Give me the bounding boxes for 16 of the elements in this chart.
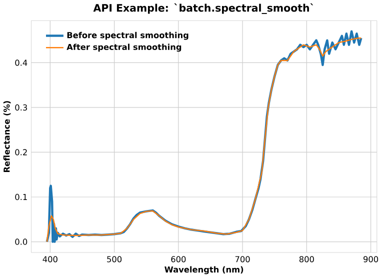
legend-label: After spectral smoothing xyxy=(66,44,182,52)
x-tick-label: 600 xyxy=(171,256,186,262)
y-tick-label: 0.2 xyxy=(15,149,27,156)
x-tick-label: 900 xyxy=(364,256,378,262)
x-tick-label: 800 xyxy=(299,256,314,262)
y-tick-label: 0.4 xyxy=(15,60,28,66)
x-tick-label: 400 xyxy=(42,256,58,262)
y-tick-label: 0.3 xyxy=(15,104,27,111)
y-axis-title: Reflectance (%) xyxy=(3,101,11,172)
y-tick-label: 0.1 xyxy=(15,194,27,200)
legend-label: Before spectral smoothing xyxy=(67,32,188,40)
chart-title: API Example: `batch.spectral_smooth` xyxy=(93,4,314,14)
x-axis-title: Wavelength (nm) xyxy=(164,266,244,274)
y-tick-label: 0.0 xyxy=(15,238,28,246)
x-tick-label: 700 xyxy=(235,256,250,262)
x-tick-label: 500 xyxy=(107,256,122,262)
